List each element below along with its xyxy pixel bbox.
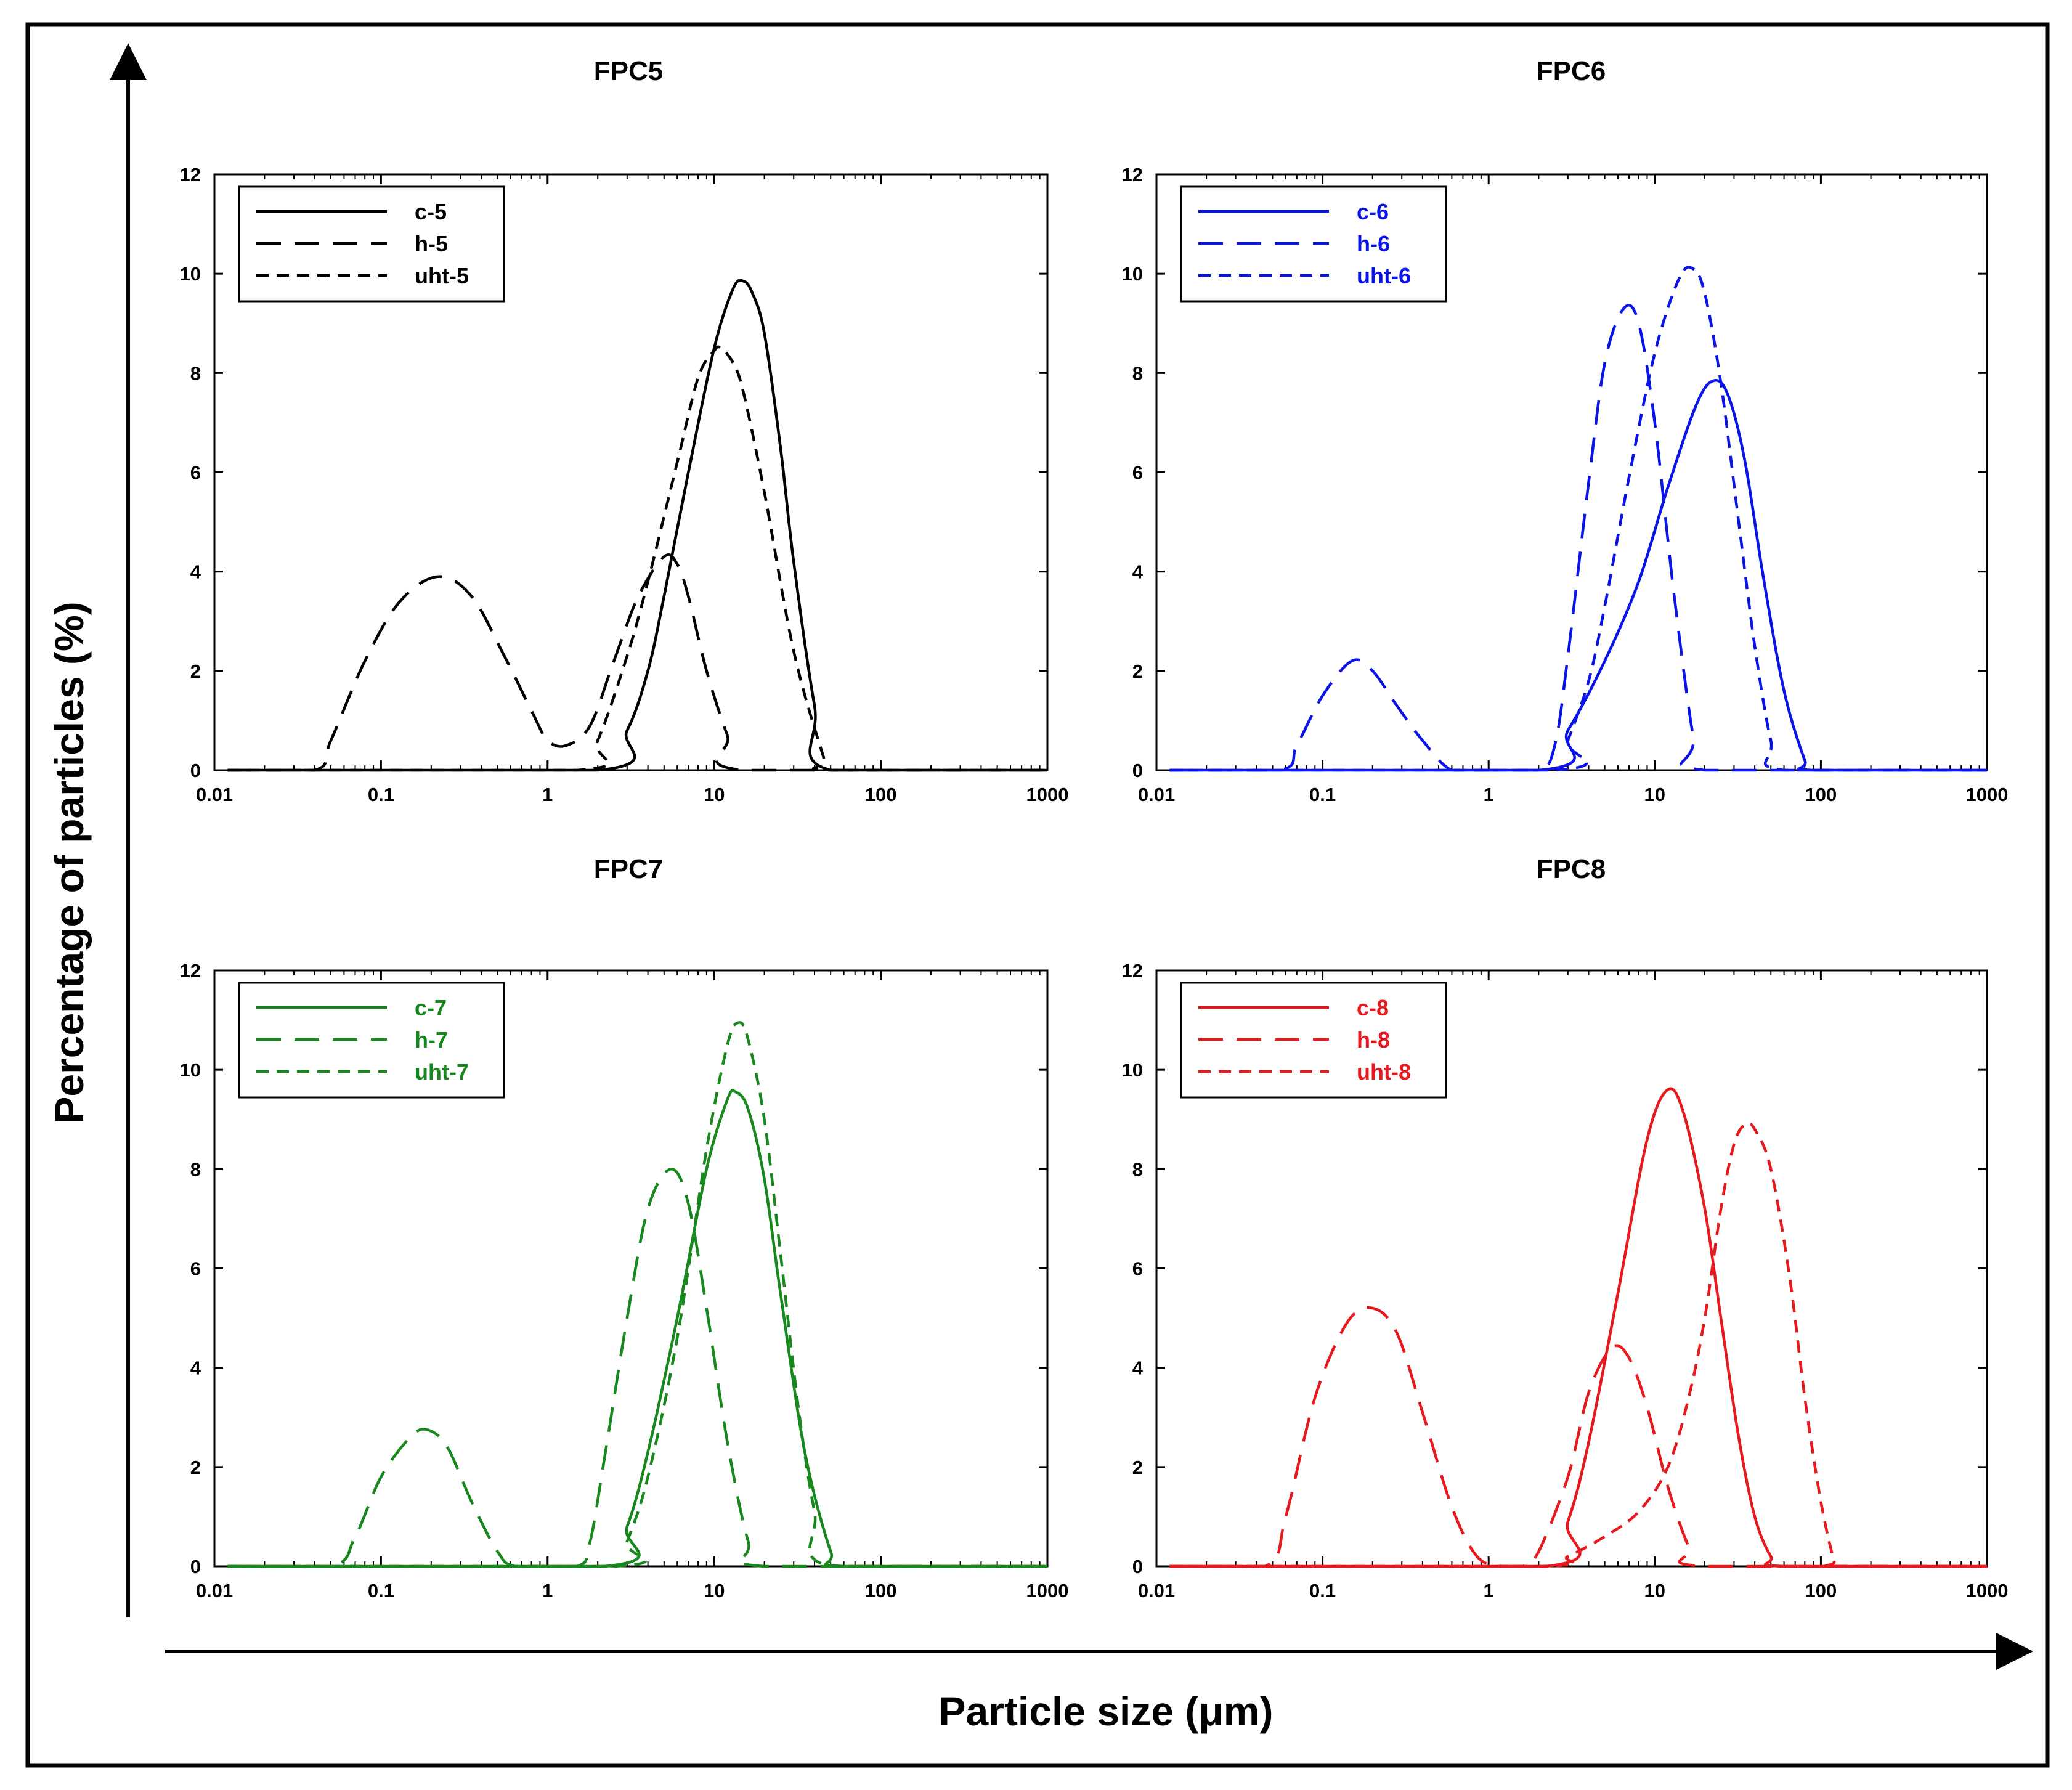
legend: c-5 h-5 uht-5 — [238, 185, 505, 303]
x-tick-label: 10 — [1644, 1580, 1665, 1601]
y-tick-label: 10 — [1122, 1059, 1143, 1081]
y-tick-label: 4 — [190, 1357, 201, 1379]
x-tick-label: 0.01 — [1138, 784, 1175, 805]
y-tick-label: 0 — [1132, 760, 1143, 781]
x-tick-label: 100 — [1805, 1580, 1837, 1601]
y-tick-label: 4 — [1132, 561, 1144, 583]
chart-panel-1: FPC5 0 2 4 6 8 10 12 0.01 0.1 1 10 100 1000 c-5 h-5 uht-… — [180, 56, 1069, 805]
y-tick-label: 2 — [190, 1457, 201, 1478]
legend-label: uht-7 — [415, 1059, 469, 1084]
legend: c-7 h-7 uht-7 — [238, 982, 505, 1099]
y-tick-label: 8 — [190, 362, 201, 384]
series-line-uht-8 — [1169, 1121, 1987, 1568]
y-tick-label: 8 — [1132, 1158, 1143, 1180]
y-tick-label: 2 — [1132, 1457, 1143, 1478]
x-tick-label: 0.01 — [196, 1580, 233, 1601]
legend-box — [1180, 185, 1447, 303]
x-tick-label: 100 — [1805, 784, 1837, 805]
series-line-c-6 — [1169, 379, 1988, 772]
y-tick-label: 10 — [180, 263, 201, 285]
chart-panel-4: FPC8 0 2 4 6 8 10 12 0.01 0.1 1 10 100 1000 c-8 h-8 uht-… — [1122, 854, 2009, 1601]
x-tick-label: 1 — [542, 784, 553, 805]
y-tick-label: 12 — [1122, 164, 1143, 185]
y-tick-label: 8 — [1132, 362, 1143, 384]
legend-label: uht-6 — [1357, 263, 1411, 288]
y-tick-label: 0 — [1132, 1556, 1143, 1577]
panel-title: FPC7 — [594, 854, 663, 884]
x-tick-label: 1000 — [1966, 784, 2009, 805]
y-axis-title: Percentage of particles (%) — [46, 601, 92, 1123]
x-tick-label: 10 — [1644, 784, 1665, 805]
legend: c-6 h-6 uht-6 — [1180, 185, 1447, 303]
x-tick-label: 0.1 — [1309, 784, 1336, 805]
x-tick-label: 0.01 — [1138, 1580, 1175, 1601]
legend: c-8 h-8 uht-8 — [1180, 982, 1447, 1099]
legend-label: h-7 — [415, 1027, 448, 1052]
series-line-c-8 — [1169, 1087, 1987, 1568]
series-line-uht-5 — [227, 345, 1048, 772]
legend-label: uht-8 — [1357, 1059, 1411, 1084]
y-tick-label: 2 — [1132, 661, 1143, 682]
series-line-uht-6 — [1169, 266, 1988, 772]
y-tick-label: 10 — [180, 1059, 201, 1081]
legend-label: uht-5 — [415, 263, 469, 288]
panel-title: FPC5 — [594, 56, 663, 86]
series-line-h-5 — [227, 553, 1048, 772]
legend-label: c-5 — [415, 199, 447, 224]
y-tick-label: 4 — [1132, 1357, 1144, 1379]
x-tick-label: 0.1 — [368, 1580, 394, 1601]
y-tick-label: 6 — [1132, 1258, 1143, 1280]
chart-panel-3: FPC7 0 2 4 6 8 10 12 0.01 0.1 1 10 100 1000 c-7 h-7 uht-… — [180, 854, 1069, 1601]
y-tick-label: 10 — [1122, 263, 1143, 285]
x-tick-label: 100 — [865, 1580, 897, 1601]
y-tick-label: 6 — [190, 462, 201, 484]
x-tick-label: 10 — [704, 1580, 725, 1601]
x-axis-title: Particle size (μm) — [939, 1688, 1274, 1734]
y-tick-label: 12 — [180, 164, 201, 185]
x-tick-label: 10 — [704, 784, 725, 805]
x-tick-label: 0.1 — [368, 784, 394, 805]
y-tick-label: 6 — [1132, 462, 1143, 484]
panel-title: FPC8 — [1537, 854, 1606, 884]
legend-label: h-6 — [1357, 231, 1390, 256]
y-tick-label: 6 — [190, 1258, 201, 1280]
series-line-c-5 — [227, 279, 1048, 772]
x-tick-label: 1 — [1484, 784, 1494, 805]
x-tick-label: 0.01 — [196, 784, 233, 805]
y-tick-label: 2 — [190, 661, 201, 682]
y-tick-label: 12 — [180, 960, 201, 982]
x-tick-label: 0.1 — [1309, 1580, 1336, 1601]
series-line-uht-7 — [227, 1021, 1047, 1568]
y-tick-label: 8 — [190, 1158, 201, 1180]
x-tick-label: 1 — [542, 1580, 553, 1601]
legend-label: h-5 — [415, 231, 448, 256]
panel-title: FPC6 — [1537, 56, 1606, 86]
series-line-h-7 — [227, 1168, 1047, 1568]
y-tick-label: 0 — [190, 760, 201, 781]
figure-border — [25, 22, 2050, 1768]
chart-panel-2: FPC6 0 2 4 6 8 10 12 0.01 0.1 1 10 100 1000 c-6 h-6 uht-… — [1122, 56, 2009, 805]
x-tick-label: 1000 — [1026, 784, 1069, 805]
series-line-c-7 — [227, 1089, 1047, 1568]
x-tick-label: 100 — [865, 784, 897, 805]
series-line-h-6 — [1169, 304, 1988, 772]
legend-label: c-6 — [1357, 199, 1389, 224]
y-tick-label: 0 — [190, 1556, 201, 1577]
legend-label: h-8 — [1357, 1027, 1390, 1052]
x-tick-label: 1000 — [1026, 1580, 1069, 1601]
legend-label: c-8 — [1357, 995, 1389, 1020]
y-tick-label: 12 — [1122, 960, 1143, 982]
x-tick-label: 1000 — [1966, 1580, 2009, 1601]
x-tick-label: 1 — [1484, 1580, 1494, 1601]
legend-label: c-7 — [415, 995, 447, 1020]
y-tick-label: 4 — [190, 561, 201, 583]
